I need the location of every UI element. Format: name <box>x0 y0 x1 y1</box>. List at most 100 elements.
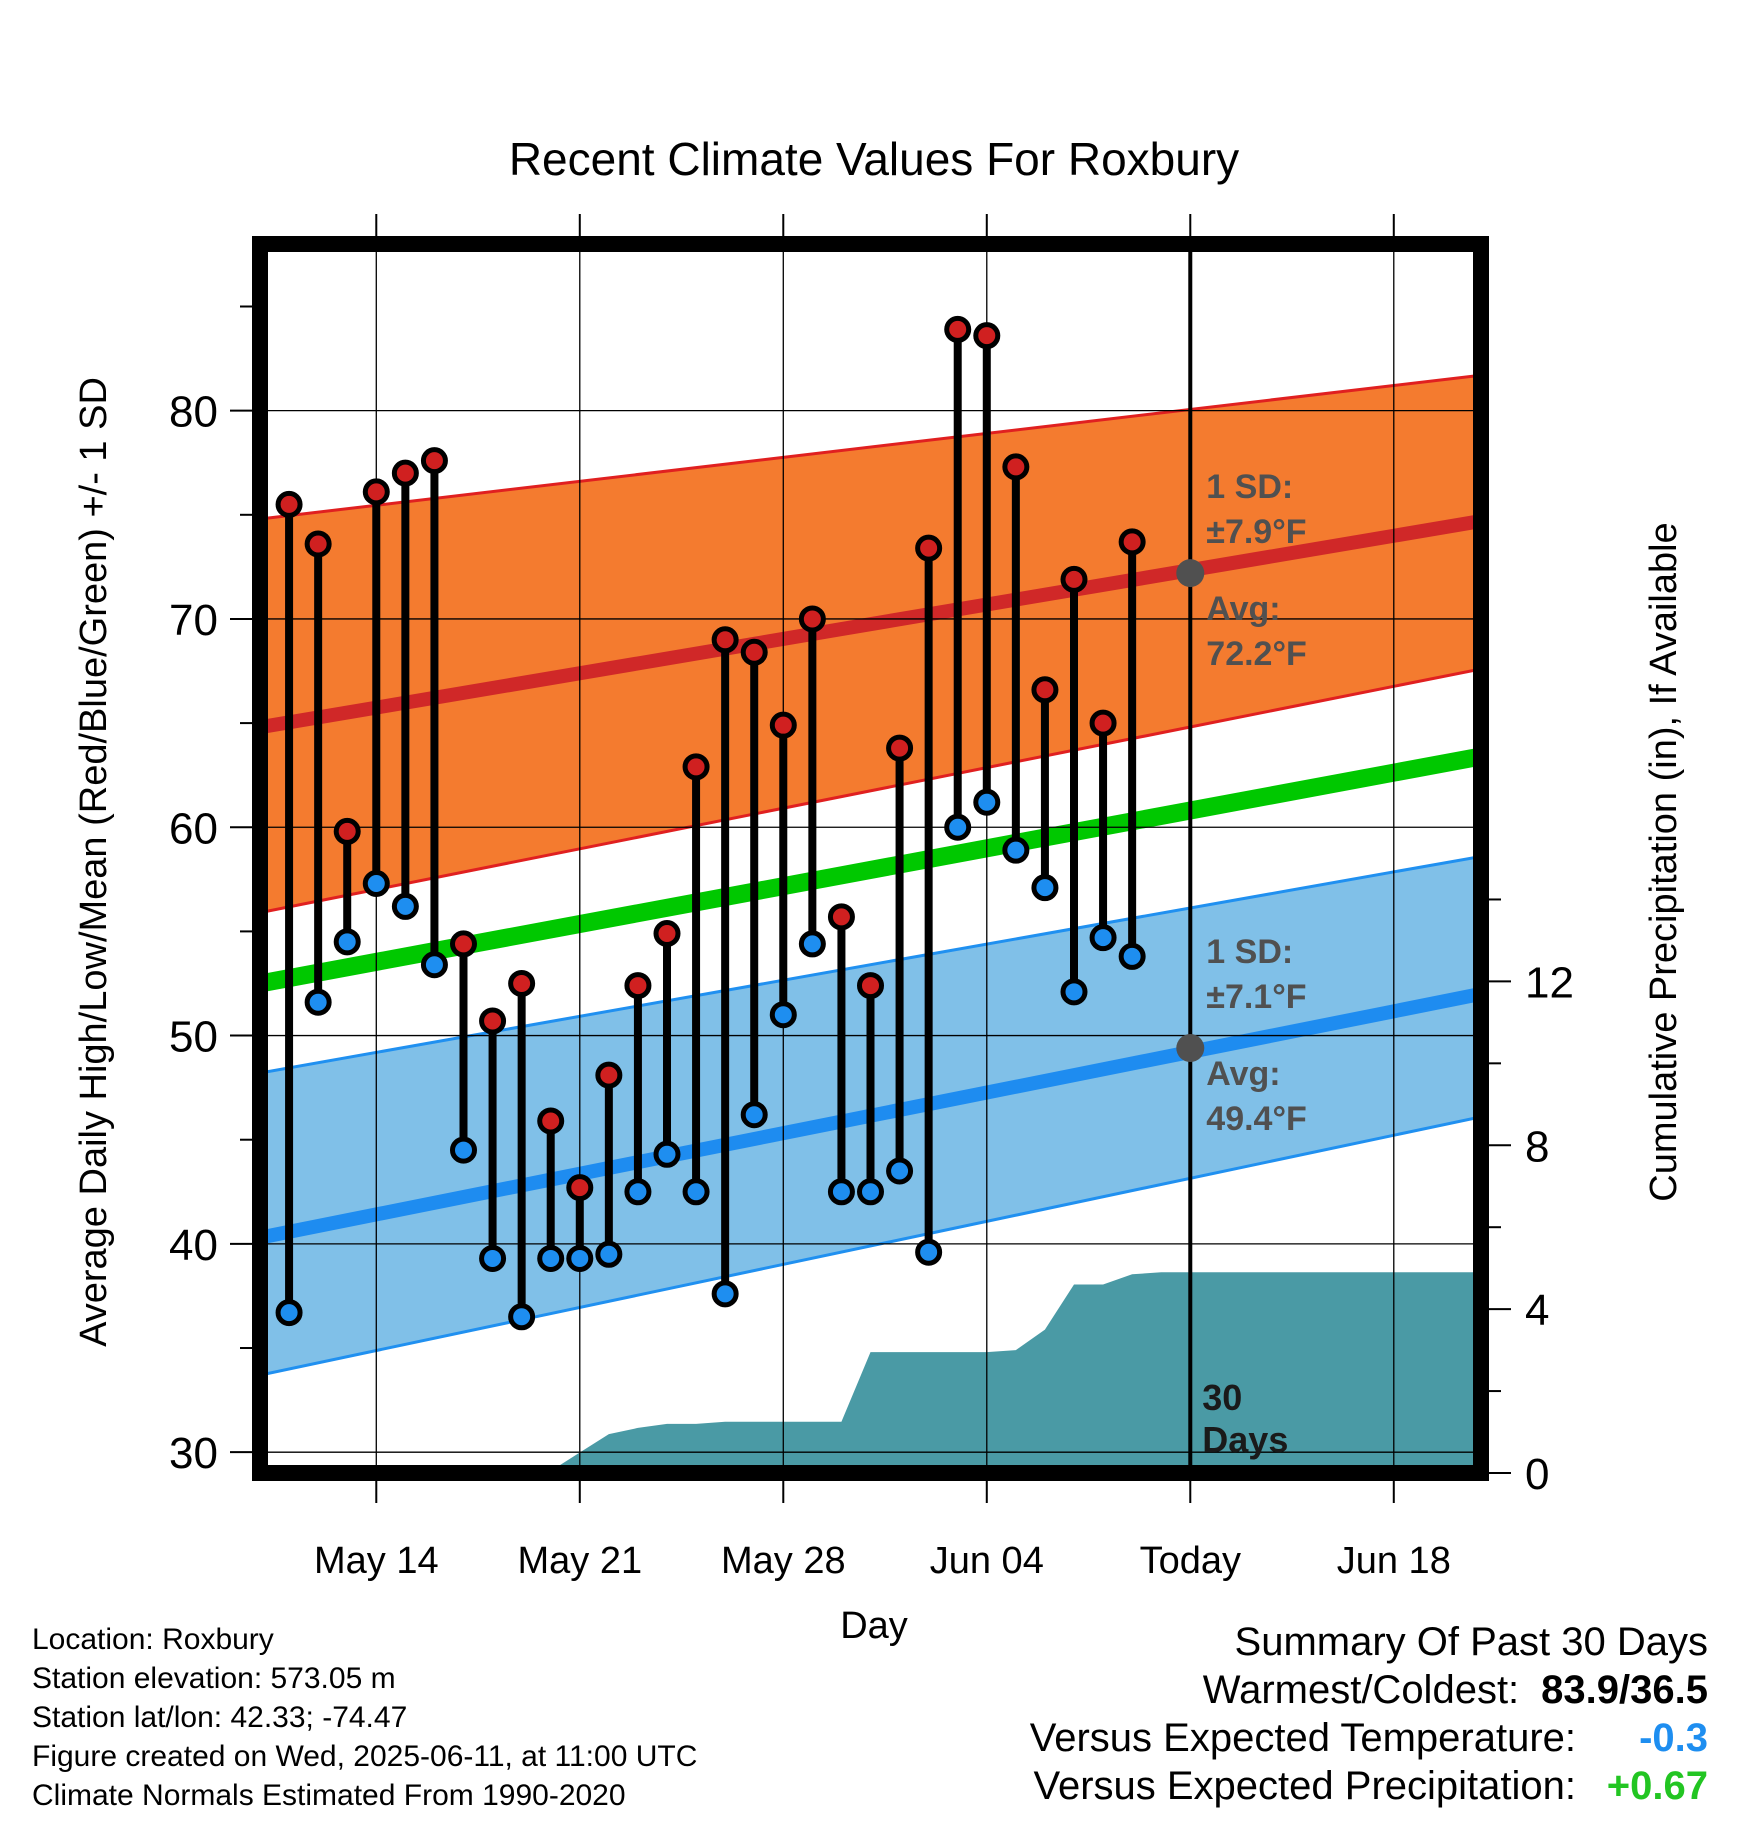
daily-high-point <box>886 734 914 762</box>
y-tick-label: 70 <box>169 596 218 645</box>
precip-vs-expected-value: +0.67 <box>1606 1764 1708 1808</box>
y2-tick-label: 4 <box>1525 1286 1549 1335</box>
daily-high-point <box>944 315 972 343</box>
summary-panel: Summary Of Past 30 Days Warmest/Coldest:… <box>1030 1618 1708 1810</box>
y2-tick-label: 12 <box>1525 958 1574 1007</box>
low-avg-label: Avg: <box>1206 1055 1280 1093</box>
low-sd-label: 1 SD: <box>1206 933 1293 971</box>
daily-low-point <box>362 869 390 897</box>
daily-high-point <box>537 1107 565 1135</box>
daily-low-point <box>740 1101 768 1129</box>
high-sd-value: ±7.9°F <box>1206 513 1306 551</box>
today-high-avg-marker <box>1176 559 1205 588</box>
daily-low-point <box>798 930 826 958</box>
normals-text: Climate Normals Estimated From 1990-2020 <box>32 1779 626 1812</box>
daily-low-point <box>1118 942 1146 970</box>
daily-low-point <box>827 1178 855 1206</box>
high-sd-band <box>260 375 1481 913</box>
daily-low-point <box>769 1001 797 1029</box>
elevation-text: Station elevation: 573.05 m <box>32 1662 396 1695</box>
chart-title: Recent Climate Values For Roxbury <box>509 133 1239 185</box>
warmest-coldest-row: Warmest/Coldest: 83.9/36.5 <box>1030 1666 1708 1714</box>
y-tick-label: 40 <box>169 1221 218 1270</box>
daily-low-point <box>973 788 1001 816</box>
daily-low-point <box>479 1244 507 1272</box>
daily-low-point <box>275 1299 303 1327</box>
daily-high-point <box>508 969 536 997</box>
x-tick-label: Today <box>1140 1540 1241 1582</box>
high-sd-band-lower-edge <box>260 667 1481 915</box>
daily-low-point <box>450 1136 477 1164</box>
low-sd-value: ±7.1°F <box>1206 978 1306 1016</box>
days-label: Days <box>1202 1419 1288 1460</box>
y-axis-label: Average Daily High/Low/Mean (Red/Blue/Gr… <box>73 377 115 1347</box>
high-sd-label: 1 SD: <box>1206 468 1293 506</box>
daily-low-point <box>915 1238 943 1266</box>
daily-low-point <box>1060 978 1088 1006</box>
daily-high-point <box>1060 565 1088 593</box>
daily-high-point <box>740 638 768 666</box>
daily-low-point <box>566 1244 594 1272</box>
daily-high-point <box>362 478 390 506</box>
temp-vs-expected-row: Versus Expected Temperature: -0.3 <box>1030 1714 1708 1762</box>
location-text: Location: Roxbury <box>32 1623 274 1656</box>
x-tick-label: Jun 18 <box>1337 1540 1451 1582</box>
precip-area <box>260 1272 1481 1473</box>
temp-vs-expected-label: Versus Expected Temperature: <box>1029 1716 1576 1760</box>
daily-high-point <box>566 1174 594 1202</box>
precip-vs-expected-label: Versus Expected Precipitation: <box>1033 1764 1576 1808</box>
daily-low-point <box>537 1244 565 1272</box>
daily-high-point <box>450 930 477 958</box>
daily-high-point <box>420 447 448 475</box>
plot-area: 1 SD: ±7.9°F Avg: 72.2°F 1 SD: ±7.1°F Avg: 49.4… <box>169 214 1574 1582</box>
daily-high-point <box>653 919 681 947</box>
daily-low-point <box>595 1240 623 1268</box>
low-sd-band-lower-edge <box>260 1115 1481 1377</box>
daily-low-point <box>886 1157 914 1185</box>
latlon-text: Station lat/lon: 42.33; -74.47 <box>32 1701 408 1734</box>
daily-high-point <box>333 817 361 845</box>
daily-high-point <box>1089 709 1117 737</box>
daily-high-point <box>798 605 826 633</box>
plot-content <box>260 244 1481 1473</box>
daily-low-point <box>624 1178 652 1206</box>
x-axis-label: Day <box>840 1605 908 1647</box>
daily-high-point <box>1002 453 1030 481</box>
daily-high-point <box>827 903 855 931</box>
daily-low-point <box>420 951 448 979</box>
daily-low-point <box>333 928 361 956</box>
y-tick-label: 30 <box>169 1429 218 1478</box>
daily-high-point <box>391 459 419 487</box>
created-text: Figure created on Wed, 2025-06-11, at 11… <box>32 1740 698 1773</box>
daily-low-point <box>391 892 419 920</box>
daily-high-point <box>769 711 797 739</box>
x-tick-label: May 28 <box>721 1540 846 1582</box>
x-tick-label: Jun 04 <box>930 1540 1044 1582</box>
x-tick-label: May 14 <box>314 1540 439 1582</box>
daily-high-point <box>682 753 710 781</box>
summary-title: Summary Of Past 30 Days <box>1234 1620 1708 1664</box>
high-avg-value: 72.2°F <box>1206 635 1307 673</box>
daily-low-point <box>682 1178 710 1206</box>
avg-high-line <box>260 514 1481 735</box>
daily-low-point <box>1031 874 1059 902</box>
station-info: Location: Roxbury Station elevation: 573… <box>32 1620 697 1815</box>
high-sd-band-upper-edge <box>260 373 1481 521</box>
daily-low-point <box>711 1280 739 1308</box>
daily-low-point <box>304 988 332 1016</box>
high-avg-label: Avg: <box>1206 590 1280 628</box>
daily-high-point <box>275 490 303 518</box>
daily-high-point <box>479 1007 507 1035</box>
days-count: 30 <box>1202 1377 1242 1418</box>
y2-tick-label: 8 <box>1525 1122 1549 1171</box>
low-avg-value: 49.4°F <box>1206 1100 1307 1138</box>
daily-low-point <box>944 813 972 841</box>
daily-high-point <box>1031 676 1059 704</box>
precip-vs-expected-row: Versus Expected Precipitation: +0.67 <box>1030 1762 1708 1810</box>
y-tick-label: 80 <box>169 388 218 437</box>
daily-high-point <box>711 626 739 654</box>
daily-high-point <box>1118 528 1146 556</box>
plot-frame <box>252 236 1489 1481</box>
y-tick-label: 50 <box>169 1013 218 1062</box>
